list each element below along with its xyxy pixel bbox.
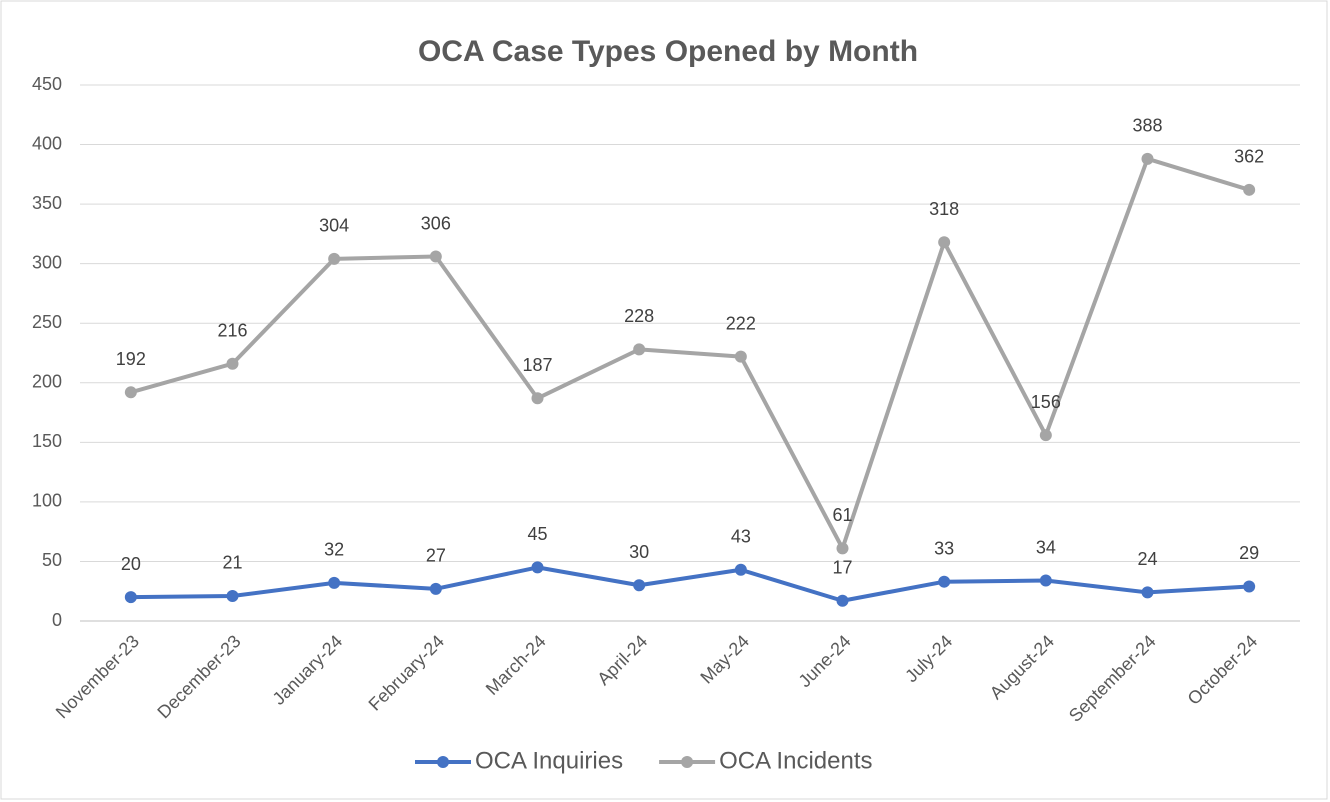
data-point: [836, 594, 849, 607]
data-label: 222: [726, 313, 756, 333]
data-label: 29: [1239, 543, 1259, 563]
y-tick-label: 0: [52, 610, 62, 630]
data-label: 192: [116, 349, 146, 369]
data-label: 61: [832, 505, 852, 525]
data-label: 156: [1031, 392, 1061, 412]
data-label: 33: [934, 538, 954, 558]
data-label: 30: [629, 542, 649, 562]
data-label: 304: [319, 216, 349, 236]
data-point: [633, 343, 646, 356]
legend-label: OCA Inquiries: [475, 747, 623, 774]
data-point: [836, 542, 849, 555]
y-tick-label: 200: [32, 372, 62, 392]
data-point: [1243, 183, 1256, 196]
data-point: [734, 563, 747, 576]
data-point: [1141, 586, 1154, 599]
data-point: [328, 252, 341, 265]
data-point: [1039, 429, 1052, 442]
data-label: 21: [222, 553, 242, 573]
y-tick-label: 300: [32, 252, 62, 272]
y-tick-label: 250: [32, 312, 62, 332]
series-line: [130, 565, 1250, 603]
y-tick-label: 450: [32, 74, 62, 94]
data-point: [938, 575, 951, 588]
data-point: [531, 392, 544, 405]
data-point: [429, 582, 442, 595]
data-label: 306: [421, 213, 451, 233]
data-point: [1243, 580, 1256, 593]
y-tick-label: 50: [42, 550, 62, 570]
data-point: [938, 236, 951, 249]
data-point: [226, 589, 239, 602]
data-label: 34: [1036, 537, 1056, 557]
data-point: [1141, 152, 1154, 165]
data-label: 43: [731, 527, 751, 547]
legend-label: OCA Incidents: [719, 747, 872, 774]
data-point: [633, 579, 646, 592]
data-point: [328, 576, 341, 589]
data-point: [226, 357, 239, 370]
data-point: [531, 561, 544, 574]
data-label: 24: [1137, 549, 1157, 569]
legend-marker: [437, 756, 449, 768]
data-label: 20: [121, 554, 141, 574]
series-line: [130, 156, 1250, 551]
data-label: 27: [426, 546, 446, 566]
data-label: 318: [929, 199, 959, 219]
data-label: 45: [527, 524, 547, 544]
y-tick-label: 150: [32, 431, 62, 451]
data-point: [1039, 574, 1052, 587]
data-label: 216: [217, 320, 247, 340]
legend-marker: [681, 756, 694, 768]
data-point: [124, 386, 137, 399]
y-tick-label: 350: [32, 193, 62, 213]
data-label: 388: [1132, 116, 1162, 136]
chart-title: OCA Case Types Opened by Month: [418, 35, 918, 68]
data-point: [124, 591, 137, 604]
y-tick-label: 100: [32, 491, 62, 511]
data-label: 228: [624, 306, 654, 326]
data-label: 362: [1234, 147, 1264, 167]
data-point: [734, 350, 747, 363]
y-tick-label: 400: [32, 133, 62, 153]
data-label: 32: [324, 540, 344, 560]
data-label: 187: [522, 355, 552, 375]
data-label: 17: [832, 558, 852, 578]
data-point: [429, 250, 442, 263]
